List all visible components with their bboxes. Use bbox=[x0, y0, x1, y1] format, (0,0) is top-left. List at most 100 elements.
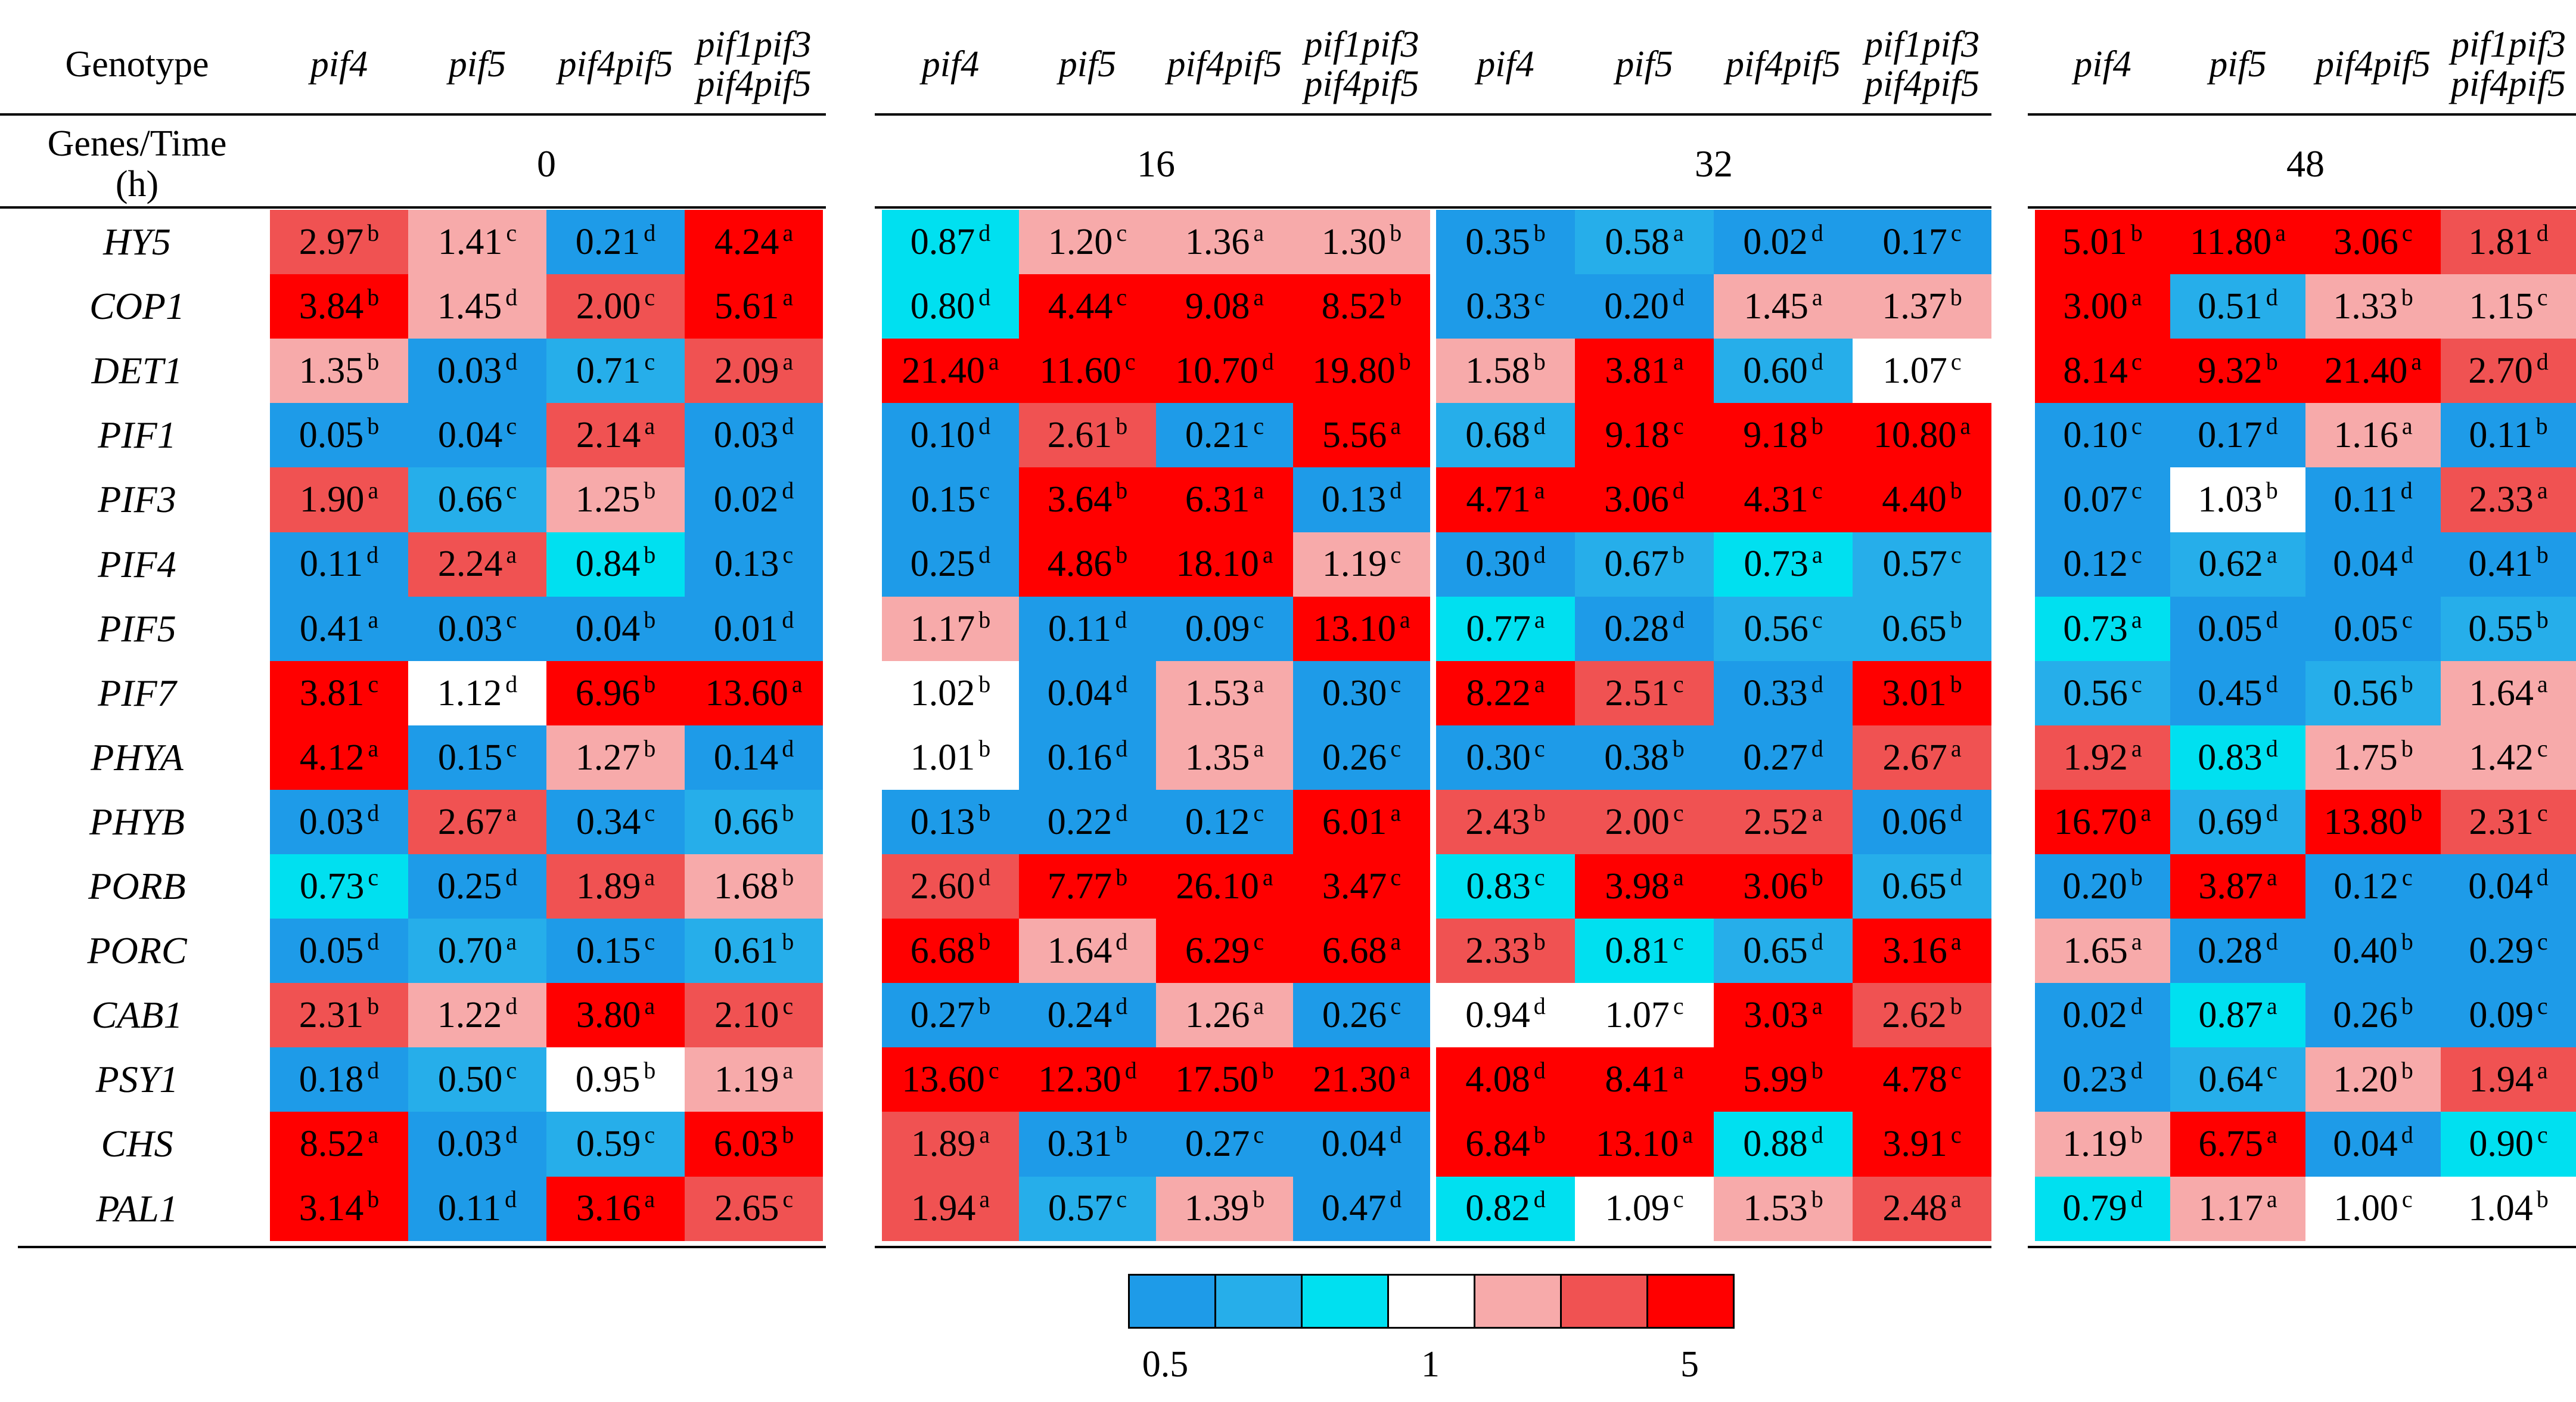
heatmap-cell: 0.20 d bbox=[1575, 274, 1714, 339]
significance-letter: d bbox=[1811, 734, 1823, 762]
heatmap-cell: 0.13 d bbox=[1293, 467, 1430, 533]
significance-letter: d bbox=[366, 541, 379, 569]
heatmap-cell: 26.10 a bbox=[1156, 854, 1293, 919]
significance-letter: d bbox=[2266, 284, 2278, 311]
heatmap-cell: 1.42 c bbox=[2441, 725, 2576, 790]
heatmap-cell: 3.16 a bbox=[546, 1176, 685, 1242]
cell-value-label: 6.03 bbox=[713, 1124, 779, 1165]
legend-tick-label: 5 bbox=[1680, 1344, 1699, 1385]
heatmap-cell: 6.31 a bbox=[1156, 467, 1293, 533]
heatmap-cell: 0.27 c bbox=[1156, 1112, 1293, 1177]
cell-value-label: 0.03 bbox=[299, 801, 364, 842]
significance-letter: a bbox=[2275, 219, 2286, 246]
heatmap-cell: 0.57 c bbox=[1853, 532, 1991, 597]
heatmap-cell: 0.60 d bbox=[1714, 339, 1853, 404]
cell-value-label: 1.92 bbox=[2063, 737, 2128, 778]
cell-value-label: 0.10 bbox=[2063, 415, 2128, 456]
gene-label: PAL1 bbox=[96, 1187, 178, 1230]
gene-label: CHS bbox=[101, 1122, 173, 1165]
cell-value-label: 8.41 bbox=[1605, 1059, 1670, 1100]
significance-letter: d bbox=[1390, 477, 1402, 504]
significance-letter: c bbox=[1534, 284, 1545, 311]
significance-letter: c bbox=[644, 928, 655, 956]
cell-value-label: 3.06 bbox=[1604, 479, 1669, 520]
heatmap-cell: 0.56 b bbox=[2305, 660, 2441, 726]
genotype-label: pif4 bbox=[1477, 44, 1534, 85]
heatmap-cell: 0.16 d bbox=[1019, 725, 1156, 790]
heatmap-cell: 11.80 a bbox=[2170, 210, 2305, 275]
significance-letter: b bbox=[1390, 219, 1402, 246]
cell-value-label: 21.40 bbox=[2324, 350, 2408, 392]
significance-letter: c bbox=[1950, 1121, 1962, 1149]
cell-value-label: 2.14 bbox=[576, 415, 641, 456]
heatmap-cell: 0.68 d bbox=[1436, 403, 1575, 469]
heatmap-cell: 0.66 b bbox=[685, 789, 823, 855]
heatmap-cell: 0.65 d bbox=[1853, 854, 1991, 919]
cell-value-label: 0.51 bbox=[2198, 286, 2263, 327]
heatmap-cell: 0.33 d bbox=[1714, 660, 1853, 726]
heatmap-cell: 1.19 a bbox=[685, 1047, 823, 1113]
significance-letter: b bbox=[2410, 799, 2423, 826]
cell-value-label: 0.56 bbox=[2063, 672, 2128, 714]
heatmap-cell: 4.86 b bbox=[1019, 532, 1156, 597]
cell-value-label: 1.04 bbox=[2468, 1188, 2533, 1229]
significance-letter: b bbox=[2401, 284, 2413, 311]
significance-letter: b bbox=[1253, 1186, 1265, 1213]
bottom-rule bbox=[875, 1245, 1430, 1248]
heatmap-cell: 8.41 a bbox=[1575, 1047, 1714, 1113]
significance-letter: a bbox=[1253, 219, 1264, 246]
significance-letter: a bbox=[1811, 541, 1823, 569]
time-point-label: 48 bbox=[2286, 142, 2325, 185]
heatmap-cell: 1.00 c bbox=[2305, 1176, 2441, 1242]
cell-value-label: 2.60 bbox=[910, 866, 975, 907]
heatmap-cell: 1.27 b bbox=[546, 725, 685, 790]
cell-value-label: 1.33 bbox=[2333, 286, 2398, 327]
cell-value-label: 0.25 bbox=[437, 866, 502, 907]
gene-label: CAB1 bbox=[91, 994, 183, 1037]
significance-letter: d bbox=[1115, 799, 1128, 826]
significance-letter: c bbox=[644, 284, 655, 311]
heatmap-cell: 0.94 d bbox=[1436, 983, 1575, 1049]
significance-letter: b bbox=[2130, 863, 2143, 891]
cell-value-label: 8.52 bbox=[299, 1124, 365, 1165]
significance-letter: b bbox=[782, 863, 794, 891]
cell-value-label: 2.31 bbox=[299, 995, 364, 1036]
cell-value-label: 1.65 bbox=[2063, 930, 2128, 972]
cell-value-label: 0.21 bbox=[575, 221, 641, 262]
significance-letter: b bbox=[978, 992, 991, 1020]
significance-letter: d bbox=[505, 284, 518, 311]
cell-value-label: 0.83 bbox=[1466, 866, 1531, 907]
cell-value-label: 11.60 bbox=[1039, 350, 1121, 392]
significance-letter: d bbox=[2400, 477, 2413, 504]
heatmap-cell: 6.29 c bbox=[1156, 919, 1293, 984]
significance-letter: d bbox=[1533, 992, 1546, 1020]
heatmap-cell: 3.16 a bbox=[1853, 919, 1991, 984]
significance-letter: a bbox=[506, 541, 517, 569]
cell-value-label: 0.40 bbox=[2333, 930, 2398, 972]
cell-value-label: 13.60 bbox=[902, 1059, 985, 1100]
heatmap-cell: 6.68 b bbox=[882, 919, 1019, 984]
cell-value-label: 0.73 bbox=[299, 866, 365, 907]
significance-letter: a bbox=[1950, 928, 1962, 956]
heatmap-cell: 5.01 b bbox=[2035, 210, 2170, 275]
cell-value-label: 3.47 bbox=[1322, 866, 1387, 907]
heatmap-cell: 13.10 a bbox=[1293, 596, 1430, 662]
cell-value-label: 19.80 bbox=[1312, 350, 1396, 392]
significance-letter: a bbox=[368, 477, 379, 504]
cell-value-label: 0.03 bbox=[713, 415, 779, 456]
significance-letter: c bbox=[2537, 734, 2548, 762]
significance-letter: b bbox=[1533, 1121, 1546, 1149]
significance-letter: b bbox=[1115, 1121, 1128, 1149]
cell-value-label: 0.94 bbox=[1465, 995, 1530, 1036]
cell-value-label: 0.35 bbox=[1465, 221, 1530, 262]
heatmap-cell: 1.25 b bbox=[546, 467, 685, 533]
heatmap-cell: 0.22 d bbox=[1019, 789, 1156, 855]
significance-letter: a bbox=[1399, 1057, 1410, 1084]
heatmap-cell: 0.25 d bbox=[408, 854, 546, 919]
significance-letter: c bbox=[1673, 928, 1684, 956]
significance-letter: d bbox=[367, 928, 380, 956]
heatmap-cell: 0.31 b bbox=[1019, 1112, 1156, 1177]
heatmap-cell: 0.09 c bbox=[2441, 983, 2576, 1049]
heatmap-cell: 2.67 a bbox=[408, 789, 546, 855]
heatmap-cell: 0.26 c bbox=[1293, 725, 1430, 790]
